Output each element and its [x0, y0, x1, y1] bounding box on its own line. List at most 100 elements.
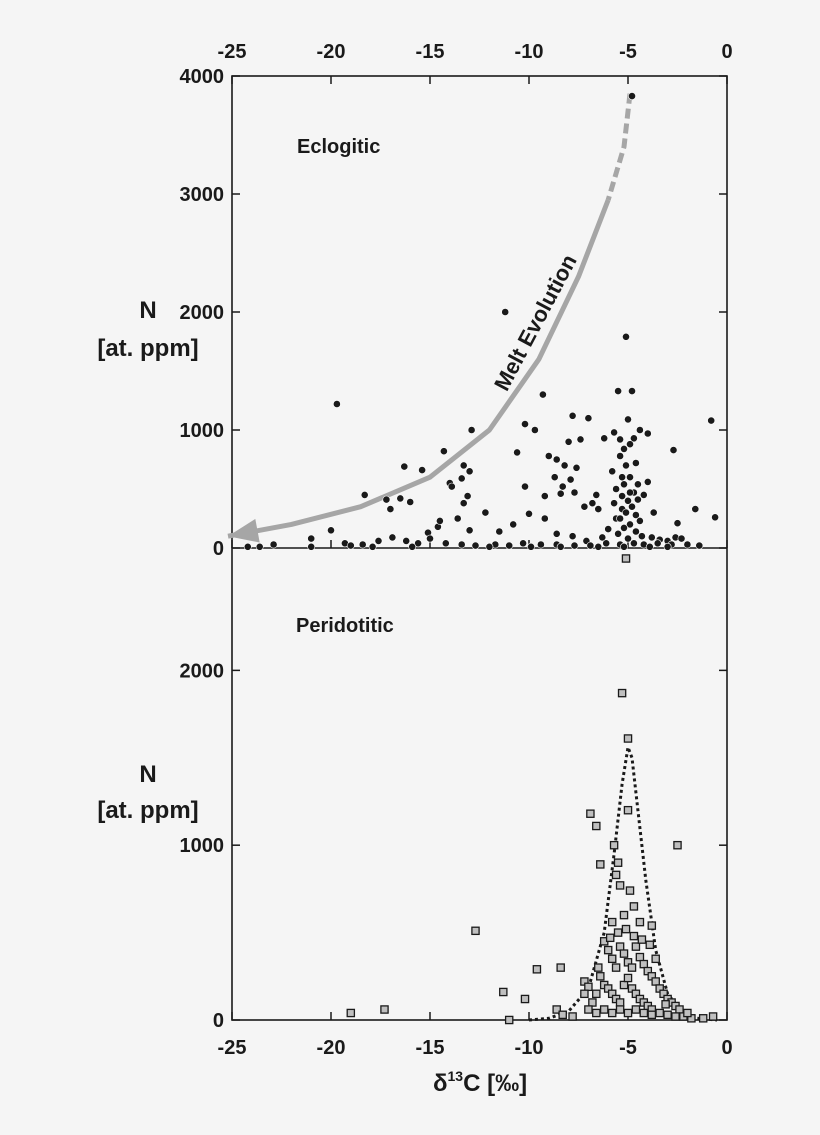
eclogitic-point	[459, 461, 468, 470]
eclogitic-point	[360, 490, 369, 499]
eclogitic-point	[400, 462, 409, 471]
peridotitic-point	[615, 1005, 625, 1014]
eclogitic-point	[465, 526, 474, 535]
eclogitic-point	[653, 539, 662, 548]
eclogitic-point	[663, 542, 672, 551]
eclogitic-point	[622, 508, 630, 517]
eclogitic-point	[544, 452, 553, 460]
peridotitic-point	[613, 928, 623, 937]
eclogitic-point	[598, 533, 607, 542]
y-axis-label-top-line2: [at. ppm]	[97, 335, 198, 362]
eclogitic-point	[550, 473, 559, 482]
peridotitic-point	[603, 945, 613, 955]
peridotitic-point	[625, 886, 635, 895]
eclogitic-point	[386, 505, 395, 513]
eclogitic-point	[570, 488, 579, 497]
eclogitic-point	[695, 541, 704, 550]
eclogitic-point	[560, 461, 569, 470]
melt-evolution-arrow-line	[227, 198, 611, 539]
peridotitic-point	[708, 1012, 718, 1021]
y-tick-label: 1000	[180, 835, 225, 857]
peridotitic-point	[532, 965, 542, 974]
peridotitic-point	[639, 1008, 649, 1018]
peridotitic-point	[520, 994, 530, 1004]
eclogitic-point	[459, 499, 468, 508]
peridotitic-point	[613, 858, 623, 867]
eclogitic-point	[426, 534, 434, 543]
eclogitic-point	[521, 420, 529, 428]
peridotitic-point	[639, 959, 649, 969]
eclogitic-point	[616, 452, 624, 460]
eclogitic-point	[453, 514, 462, 523]
peridotitic-point	[607, 954, 617, 964]
eclogitic-point	[481, 508, 490, 517]
peridotitic-point	[592, 821, 601, 831]
eclogitic-point	[638, 532, 646, 541]
x-tick-label-bottom: -5	[619, 1037, 637, 1059]
eclogitic-point	[418, 466, 426, 474]
peridotitic-point	[645, 940, 655, 950]
x-tick-label-bottom: -25	[218, 1037, 247, 1059]
peridotitic-point	[671, 1012, 680, 1021]
eclogitic-point	[485, 542, 494, 551]
peridotitic-point	[623, 973, 633, 983]
eclogitic-point	[610, 428, 618, 437]
eclogitic-point	[643, 477, 652, 486]
x-axis-label: δ13C [‰]	[433, 1068, 527, 1097]
eclogitic-point	[618, 473, 626, 482]
eclogitic-point	[346, 541, 355, 550]
eclogitic-point	[540, 514, 549, 523]
eclogitic-point	[396, 494, 405, 503]
peridotitic-point	[635, 917, 645, 927]
eclogitic-point	[564, 437, 573, 446]
eclogitic-point	[673, 519, 682, 528]
peridotitic-point	[588, 998, 597, 1007]
eclogitic-point	[441, 539, 450, 548]
eclogitic-point	[570, 541, 579, 550]
peridotitic-point	[580, 989, 589, 999]
y-tick-label: 1000	[180, 420, 225, 442]
eclogitic-point	[628, 502, 636, 511]
x-tick-label-top: -10	[515, 41, 544, 63]
peridotitic-point	[499, 987, 508, 997]
eclogitic-point	[628, 92, 636, 100]
eclogitic-point	[568, 411, 577, 420]
eclogitic-point	[414, 539, 422, 548]
eclogitic-point	[592, 490, 601, 499]
peridotitic-point	[346, 1008, 356, 1018]
eclogitic-point	[566, 475, 575, 484]
peridotitic-point	[661, 1000, 670, 1009]
peridotitic-point	[698, 1014, 708, 1023]
peridotitic-point	[607, 1008, 617, 1018]
y-tick-label: 3000	[180, 184, 225, 206]
eclogitic-point	[630, 434, 638, 443]
eclogitic-point	[612, 485, 620, 493]
eclogitic-point	[630, 539, 638, 548]
eclogitic-point	[539, 390, 547, 399]
eclogitic-point	[610, 499, 618, 508]
peridotitic-point	[651, 954, 660, 964]
eclogitic-point	[643, 429, 652, 438]
eclogitic-point	[677, 534, 686, 543]
peridotitic-point	[596, 972, 605, 981]
x-tick-label-top: 0	[721, 41, 732, 63]
eclogitic-point	[639, 490, 648, 499]
eclogitic-point	[622, 332, 630, 341]
x-tick-label-top: -15	[416, 41, 445, 63]
eclogitic-point	[457, 540, 466, 549]
eclogitic-point	[620, 444, 628, 453]
eclogitic-point	[358, 540, 367, 549]
panel-label-peridotitic: Peridotitic	[296, 615, 394, 637]
eclogitic-point	[580, 502, 589, 511]
peridotitic-point	[504, 1015, 514, 1025]
peridotitic-point	[605, 933, 615, 943]
peridotitic-point	[629, 931, 639, 941]
eclogitic-point	[368, 542, 377, 551]
peridotitic-point	[380, 1005, 389, 1014]
x-axis-label-delta: δ	[433, 1070, 448, 1097]
x-tick-label-bottom: -15	[416, 1037, 445, 1059]
peridotitic-point	[615, 998, 625, 1007]
peridotitic-point	[619, 949, 629, 958]
peridotitic-point	[592, 989, 601, 999]
eclogitic-point	[636, 426, 644, 434]
